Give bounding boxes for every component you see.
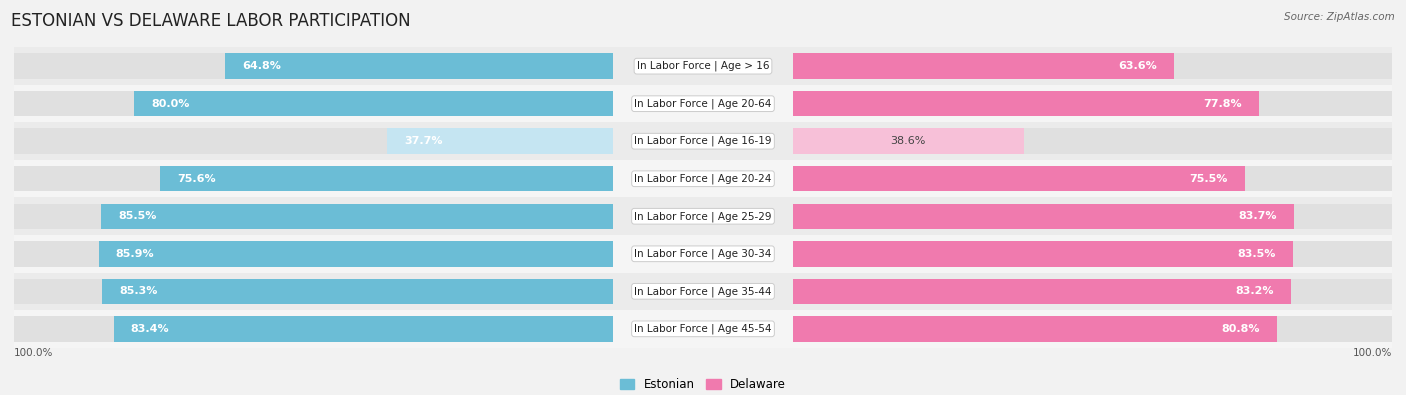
Bar <box>14 198 1392 235</box>
Bar <box>14 278 613 304</box>
Text: ESTONIAN VS DELAWARE LABOR PARTICIPATION: ESTONIAN VS DELAWARE LABOR PARTICIPATION <box>11 12 411 30</box>
Text: 38.6%: 38.6% <box>890 136 927 146</box>
Bar <box>134 91 613 117</box>
Bar <box>114 316 613 342</box>
Bar <box>793 203 1392 229</box>
Text: In Labor Force | Age 20-64: In Labor Force | Age 20-64 <box>634 98 772 109</box>
Bar <box>14 235 1392 273</box>
Bar <box>14 47 1392 85</box>
Bar <box>14 273 1392 310</box>
Text: 83.2%: 83.2% <box>1236 286 1274 296</box>
Bar <box>160 166 613 192</box>
Bar <box>793 278 1392 304</box>
Text: In Labor Force | Age 20-24: In Labor Force | Age 20-24 <box>634 173 772 184</box>
Text: 64.8%: 64.8% <box>242 61 281 71</box>
Bar <box>793 203 1295 229</box>
Bar <box>793 53 1392 79</box>
Bar <box>388 128 613 154</box>
Text: 85.9%: 85.9% <box>115 249 155 259</box>
Bar <box>793 166 1246 192</box>
Bar <box>793 278 1291 304</box>
Text: 83.7%: 83.7% <box>1239 211 1277 221</box>
Text: 75.5%: 75.5% <box>1189 174 1227 184</box>
Bar <box>14 203 613 229</box>
Bar <box>793 241 1392 267</box>
Bar <box>793 128 1024 154</box>
Text: In Labor Force | Age 35-44: In Labor Force | Age 35-44 <box>634 286 772 297</box>
Bar <box>14 316 613 342</box>
Text: 100.0%: 100.0% <box>14 348 53 357</box>
Text: 37.7%: 37.7% <box>405 136 443 146</box>
Bar <box>101 203 613 229</box>
Legend: Estonian, Delaware: Estonian, Delaware <box>616 373 790 395</box>
Bar <box>14 166 613 192</box>
Text: 77.8%: 77.8% <box>1204 99 1241 109</box>
Bar <box>103 278 613 304</box>
Bar <box>14 128 613 154</box>
Text: 83.4%: 83.4% <box>131 324 169 334</box>
Bar <box>793 241 1294 267</box>
Bar <box>793 128 1392 154</box>
Bar <box>793 91 1258 117</box>
Text: In Labor Force | Age 45-54: In Labor Force | Age 45-54 <box>634 324 772 334</box>
Bar <box>793 316 1277 342</box>
Text: 63.6%: 63.6% <box>1118 61 1157 71</box>
Bar <box>793 316 1392 342</box>
Bar <box>14 310 1392 348</box>
Bar <box>14 85 1392 122</box>
Text: In Labor Force | Age 25-29: In Labor Force | Age 25-29 <box>634 211 772 222</box>
Text: 80.8%: 80.8% <box>1222 324 1260 334</box>
Bar <box>14 122 1392 160</box>
Bar <box>14 160 1392 198</box>
Bar <box>14 241 613 267</box>
Text: 75.6%: 75.6% <box>177 174 217 184</box>
Text: Source: ZipAtlas.com: Source: ZipAtlas.com <box>1284 12 1395 22</box>
Text: 83.5%: 83.5% <box>1237 249 1275 259</box>
Text: 80.0%: 80.0% <box>152 99 190 109</box>
Text: 100.0%: 100.0% <box>1353 348 1392 357</box>
Bar <box>98 241 613 267</box>
Text: In Labor Force | Age 16-19: In Labor Force | Age 16-19 <box>634 136 772 147</box>
Bar <box>793 91 1392 117</box>
Text: In Labor Force | Age > 16: In Labor Force | Age > 16 <box>637 61 769 71</box>
Bar <box>225 53 613 79</box>
Text: 85.5%: 85.5% <box>118 211 156 221</box>
Bar <box>14 91 613 117</box>
Text: 85.3%: 85.3% <box>120 286 157 296</box>
Bar <box>793 166 1392 192</box>
Bar <box>14 53 613 79</box>
Text: In Labor Force | Age 30-34: In Labor Force | Age 30-34 <box>634 248 772 259</box>
Bar <box>793 53 1174 79</box>
